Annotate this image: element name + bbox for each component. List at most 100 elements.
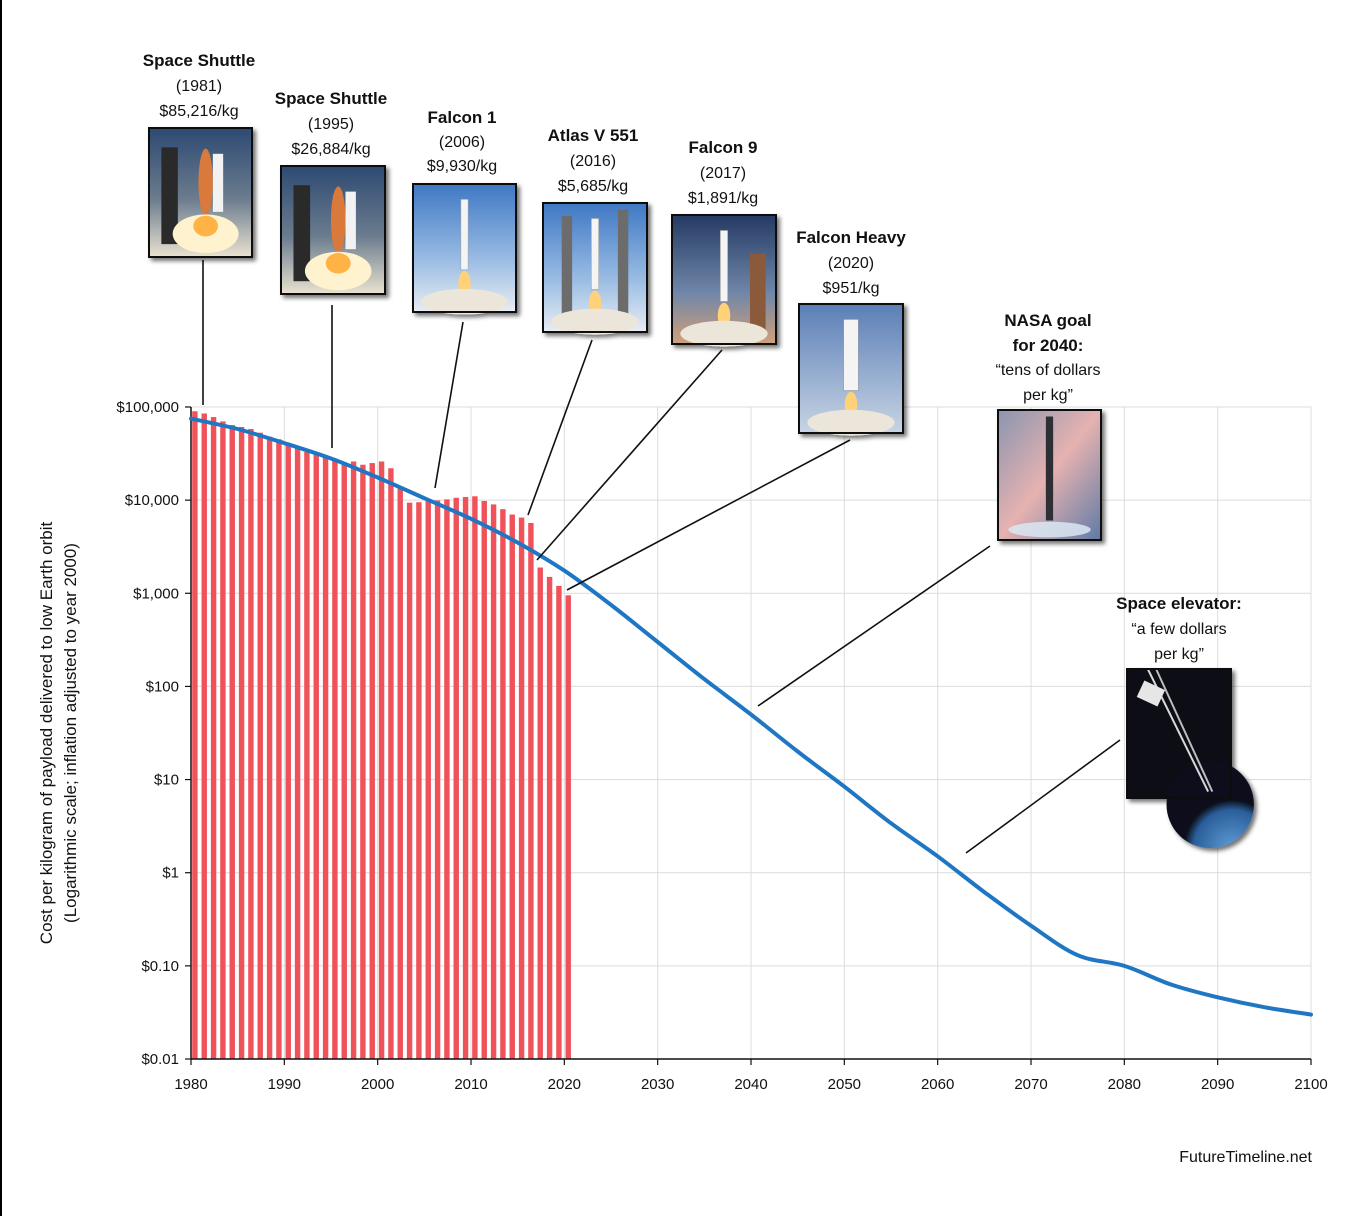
atlas-v-551-rocket-body bbox=[591, 218, 599, 290]
bar-2010 bbox=[472, 496, 478, 1059]
bar-1996 bbox=[341, 463, 347, 1060]
bar-2019 bbox=[556, 585, 562, 1059]
nasa-goal-rocket-dark bbox=[1045, 416, 1054, 521]
connector-falcon-heavy bbox=[566, 439, 851, 591]
annotation-space-shuttle-1995-line2: $26,884/kg bbox=[291, 141, 370, 158]
bar-1993 bbox=[313, 454, 319, 1059]
photo-space-elevator bbox=[1126, 668, 1254, 849]
connector-space-elevator bbox=[965, 739, 1121, 854]
annotation-falcon-9-line1: (2017) bbox=[700, 165, 746, 182]
annotation-atlas-v-551-title: Atlas V 551 bbox=[548, 126, 639, 145]
bar-2009 bbox=[462, 497, 469, 1059]
annotation-falcon-heavy-title: Falcon Heavy bbox=[796, 228, 906, 247]
bar-1985 bbox=[238, 426, 245, 1059]
x-tick-label-1980: 1980 bbox=[174, 1076, 207, 1093]
bar-2002 bbox=[397, 488, 403, 1059]
space-elevator-photo-frame bbox=[1126, 668, 1232, 799]
axes bbox=[185, 406, 1312, 1065]
bar-1994 bbox=[322, 457, 329, 1059]
photo-falcon-9 bbox=[671, 214, 777, 347]
annotation-connectors bbox=[202, 260, 1121, 854]
space-elevator-tether-b bbox=[1155, 668, 1214, 792]
annotation-space-shuttle-1981-line1: (1981) bbox=[176, 78, 222, 95]
annotation-atlas-v-551-line1: (2016) bbox=[570, 153, 616, 170]
photo-falcon-heavy bbox=[798, 303, 904, 436]
connector-atlas-v-551 bbox=[527, 339, 593, 516]
bar-1983 bbox=[220, 421, 226, 1059]
bar-2005 bbox=[425, 500, 431, 1060]
x-tick-label-2050: 2050 bbox=[828, 1076, 861, 1093]
annotation-nasa-goal-line1: “tens of dollars bbox=[996, 362, 1101, 379]
bar-2003 bbox=[406, 502, 413, 1059]
bar-2017 bbox=[537, 567, 543, 1059]
space-elevator-climber bbox=[1136, 680, 1166, 707]
grid-lines bbox=[190, 406, 1312, 1060]
source-credit: FutureTimeline.net bbox=[1179, 1149, 1312, 1166]
photo-space-shuttle-1995 bbox=[280, 165, 386, 295]
bars bbox=[192, 411, 571, 1060]
x-tick-label-2010: 2010 bbox=[454, 1076, 487, 1093]
annotation-labels: Space Shuttle (1981) $85,216/kg Space Shutt… bbox=[143, 51, 1242, 663]
falcon-1-smoke bbox=[421, 288, 508, 315]
nasa-goal-photo-frame bbox=[997, 409, 1102, 541]
space-shuttle-1981-orbiter bbox=[212, 153, 224, 212]
bar-1982 bbox=[210, 417, 217, 1059]
x-tick-label-2020: 2020 bbox=[548, 1076, 581, 1093]
bar-1992 bbox=[304, 451, 310, 1060]
bar-1984 bbox=[229, 425, 235, 1059]
y-axis-label-line2: (Logarithmic scale; inflation adjusted t… bbox=[61, 543, 80, 923]
connector-falcon-9 bbox=[536, 349, 723, 561]
space-shuttle-1995-tank bbox=[330, 186, 346, 254]
bar-1986 bbox=[248, 429, 254, 1059]
bar-2014 bbox=[509, 514, 515, 1059]
annotation-space-shuttle-1995-line1: (1995) bbox=[308, 116, 354, 133]
annotation-falcon-1-line2: $9,930/kg bbox=[427, 158, 497, 175]
photo-nasa-goal bbox=[997, 409, 1102, 541]
y-tick-labels: $100,000 $10,000 $1,000 $100 $10 $1 $0.10 $0.01 bbox=[116, 399, 179, 1068]
annotation-space-elevator-line1: “a few dollars bbox=[1131, 621, 1226, 638]
falcon-9-photo-frame bbox=[671, 214, 777, 345]
bar-2018 bbox=[546, 576, 553, 1059]
bar-2008 bbox=[453, 497, 459, 1059]
atlas-v-551-tower-right bbox=[617, 209, 629, 317]
bar-2012 bbox=[490, 504, 497, 1059]
x-tick-label-2040: 2040 bbox=[734, 1076, 767, 1093]
space-shuttle-1995-orbiter bbox=[345, 191, 356, 250]
annotation-falcon-1-title: Falcon 1 bbox=[428, 108, 497, 127]
space-shuttle-1981-tank bbox=[198, 148, 213, 216]
x-tick-label-2000: 2000 bbox=[361, 1076, 394, 1093]
bar-1989 bbox=[276, 439, 282, 1059]
x-tick-label-2100: 2100 bbox=[1294, 1076, 1327, 1093]
bar-2016 bbox=[528, 522, 534, 1059]
annotation-space-shuttle-1981-line2: $85,216/kg bbox=[159, 103, 238, 120]
annotation-falcon-heavy-line2: $951/kg bbox=[823, 280, 880, 297]
bar-2004 bbox=[416, 502, 422, 1060]
annotation-falcon-heavy-line1: (2020) bbox=[828, 255, 874, 272]
x-tick-label-2030: 2030 bbox=[641, 1076, 674, 1093]
annotation-falcon-1-line1: (2006) bbox=[439, 134, 485, 151]
bar-2013 bbox=[500, 509, 506, 1059]
photo-space-shuttle-1981 bbox=[148, 127, 253, 258]
space-shuttle-1995-flame bbox=[325, 253, 351, 274]
atlas-v-551-photo-frame bbox=[542, 202, 648, 333]
bar-2001 bbox=[388, 468, 394, 1059]
bar-2000 bbox=[378, 461, 385, 1059]
x-tick-label-2060: 2060 bbox=[921, 1076, 954, 1093]
falcon-heavy-photo-frame bbox=[798, 303, 904, 434]
x-tick-label-2070: 2070 bbox=[1014, 1076, 1047, 1093]
bar-1991 bbox=[294, 447, 301, 1060]
bar-1988 bbox=[266, 436, 273, 1059]
annotation-space-shuttle-1981-title: Space Shuttle bbox=[143, 51, 255, 70]
bar-1980 bbox=[192, 411, 198, 1059]
falcon-9-smoke bbox=[680, 320, 768, 347]
bar-2011 bbox=[481, 500, 487, 1060]
photo-falcon-1 bbox=[412, 183, 517, 315]
space-shuttle-1981-flame bbox=[193, 215, 219, 237]
falcon-9-rocket-body bbox=[720, 230, 728, 302]
annotation-falcon-9-line2: $1,891/kg bbox=[688, 190, 758, 207]
space-shuttle-1981-tower bbox=[161, 147, 178, 245]
x-tick-label-1990: 1990 bbox=[268, 1076, 301, 1093]
bar-2020 bbox=[565, 595, 571, 1059]
annotation-images bbox=[148, 127, 1254, 849]
